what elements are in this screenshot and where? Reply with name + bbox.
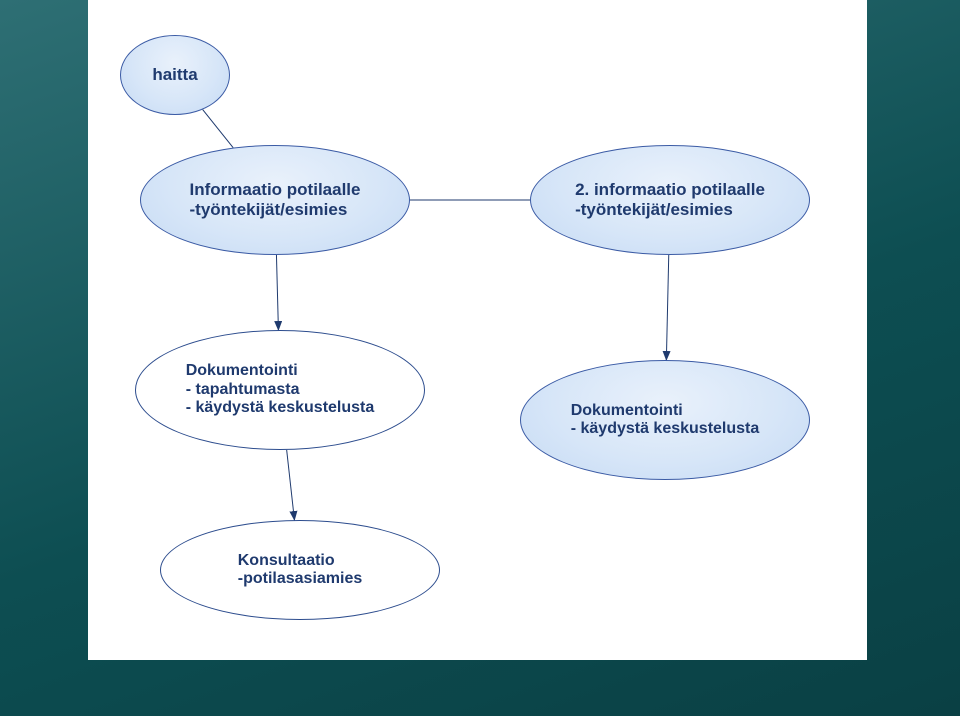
node-dokumentointi-2: Dokumentointi - käydystä keskustelusta bbox=[520, 360, 810, 480]
node-dokumentointi-2-label: Dokumentointi - käydystä keskustelusta bbox=[571, 402, 760, 439]
edge-info1-to-doc1 bbox=[276, 255, 278, 330]
node-info-2: 2. informaatio potilaalle -työntekijät/e… bbox=[530, 145, 810, 255]
node-haitta-label: haitta bbox=[152, 65, 197, 85]
node-dokumentointi-1: Dokumentointi - tapahtumasta - käydystä … bbox=[135, 330, 425, 450]
node-haitta: haitta bbox=[120, 35, 230, 115]
edge-haitta-to-info1 bbox=[203, 110, 234, 148]
node-dokumentointi-1-label: Dokumentointi - tapahtumasta - käydystä … bbox=[186, 362, 375, 417]
edge-info2-to-doc2 bbox=[666, 255, 668, 360]
node-info-1-label: Informaatio potilaalle -työntekijät/esim… bbox=[190, 180, 361, 219]
node-info-1: Informaatio potilaalle -työntekijät/esim… bbox=[140, 145, 410, 255]
node-konsultaatio-label: Konsultaatio -potilasasiamies bbox=[238, 552, 363, 589]
node-konsultaatio: Konsultaatio -potilasasiamies bbox=[160, 520, 440, 620]
slide-background: haitta Informaatio potilaalle -työntekij… bbox=[0, 0, 960, 716]
node-info-2-label: 2. informaatio potilaalle -työntekijät/e… bbox=[575, 180, 765, 219]
edge-doc1-to-konsult bbox=[287, 450, 295, 520]
